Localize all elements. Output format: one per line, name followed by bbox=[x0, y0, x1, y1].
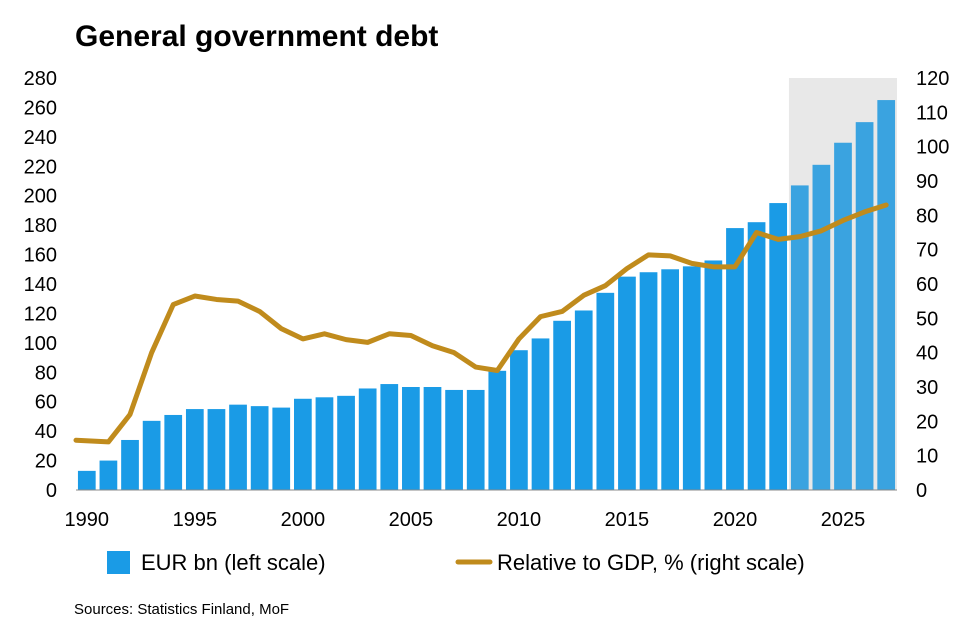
bar-1992 bbox=[121, 439, 139, 490]
left-tick-label: 240 bbox=[24, 127, 57, 149]
bar-2010 bbox=[510, 350, 528, 490]
left-tick-label: 160 bbox=[24, 245, 57, 267]
bar-2021 bbox=[747, 222, 766, 490]
bar-2002 bbox=[337, 395, 355, 490]
bar-2027 bbox=[877, 100, 896, 490]
right-tick-label: 110 bbox=[916, 102, 948, 124]
bar-1994 bbox=[164, 414, 183, 490]
x-tick-label: 1990 bbox=[65, 509, 110, 531]
bar-2026 bbox=[855, 122, 874, 490]
left-tick-label: 40 bbox=[35, 421, 57, 443]
right-tick-label: 80 bbox=[916, 205, 938, 227]
bar-1997 bbox=[229, 404, 247, 490]
right-tick-label: 10 bbox=[916, 446, 938, 468]
bar-2025 bbox=[834, 142, 852, 491]
chart-title: General government debt bbox=[75, 20, 438, 53]
bar-1991 bbox=[99, 460, 118, 490]
x-tick-label: 1995 bbox=[173, 509, 218, 531]
bar-series bbox=[77, 100, 896, 491]
x-tick-label: 2005 bbox=[389, 509, 434, 531]
bar-2014 bbox=[596, 292, 615, 490]
right-tick-label: 50 bbox=[916, 308, 938, 330]
source-note: Sources: Statistics Finland, MoF bbox=[74, 601, 289, 618]
bar-2012 bbox=[553, 320, 571, 490]
left-tick-label: 140 bbox=[24, 274, 57, 296]
bar-2023 bbox=[790, 185, 809, 490]
bar-2008 bbox=[466, 389, 485, 490]
bar-2004 bbox=[380, 384, 399, 490]
right-tick-label: 90 bbox=[916, 171, 938, 193]
left-tick-label: 0 bbox=[46, 480, 57, 502]
bar-2018 bbox=[682, 266, 701, 490]
bar-2013 bbox=[574, 310, 593, 490]
bar-1995 bbox=[185, 409, 204, 490]
x-tick-label: 2000 bbox=[281, 509, 326, 531]
bar-2009 bbox=[488, 370, 507, 490]
legend-line-label: Relative to GDP, % (right scale) bbox=[497, 550, 805, 575]
bar-2011 bbox=[531, 338, 550, 490]
x-tick-label: 2025 bbox=[821, 509, 866, 531]
right-tick-label: 70 bbox=[916, 240, 938, 262]
left-tick-label: 220 bbox=[24, 156, 57, 178]
bar-2020 bbox=[726, 228, 744, 490]
left-tick-label: 120 bbox=[24, 303, 57, 325]
right-tick-label: 20 bbox=[916, 411, 938, 433]
legend: EUR bn (left scale) Relative to GDP, % (… bbox=[107, 550, 805, 575]
bar-2001 bbox=[315, 397, 334, 490]
bar-1999 bbox=[272, 407, 291, 490]
bar-2016 bbox=[639, 272, 658, 490]
legend-bar-swatch bbox=[107, 551, 130, 574]
right-tick-label: 30 bbox=[916, 377, 938, 399]
bar-1993 bbox=[142, 420, 161, 490]
bar-1990 bbox=[77, 470, 96, 490]
left-tick-label: 260 bbox=[24, 97, 57, 119]
bar-2019 bbox=[704, 260, 723, 490]
left-tick-label: 280 bbox=[24, 68, 57, 90]
left-tick-label: 20 bbox=[35, 451, 57, 473]
left-tick-label: 200 bbox=[24, 186, 57, 208]
bar-2017 bbox=[661, 269, 680, 490]
bar-2024 bbox=[812, 164, 831, 490]
right-tick-label: 40 bbox=[916, 343, 938, 365]
right-tick-label: 60 bbox=[916, 274, 938, 296]
x-tick-label: 2015 bbox=[605, 509, 650, 531]
bar-2006 bbox=[423, 387, 442, 490]
bar-2000 bbox=[294, 398, 312, 490]
bar-2007 bbox=[445, 389, 463, 490]
gdp-ratio-line bbox=[73, 202, 889, 445]
bar-2003 bbox=[358, 388, 377, 490]
bar-2022 bbox=[769, 203, 788, 490]
bar-1996 bbox=[207, 409, 226, 490]
left-tick-label: 60 bbox=[35, 392, 57, 414]
right-tick-label: 0 bbox=[916, 480, 927, 502]
x-tick-label: 2010 bbox=[497, 509, 542, 531]
left-tick-label: 80 bbox=[35, 362, 57, 384]
right-tick-label: 120 bbox=[916, 68, 949, 90]
legend-bar-label: EUR bn (left scale) bbox=[141, 550, 326, 575]
left-axis-ticks: 0 20 40 60 80 100 120 140 160 180 200 220 240 260 280 bbox=[24, 68, 57, 502]
bar-1998 bbox=[250, 406, 269, 490]
bar-2015 bbox=[618, 276, 636, 490]
bar-2005 bbox=[402, 387, 420, 490]
left-tick-label: 100 bbox=[24, 333, 57, 355]
x-tick-label: 2020 bbox=[713, 509, 758, 531]
right-tick-label: 100 bbox=[916, 137, 949, 159]
right-axis-ticks: 0 10 20 30 40 50 60 70 80 90 100 110 120 bbox=[916, 68, 949, 502]
line-series bbox=[73, 202, 889, 445]
x-axis-ticks: 1990 1995 2000 2005 2010 2015 2020 2025 bbox=[65, 509, 866, 531]
left-tick-label: 180 bbox=[24, 215, 57, 237]
